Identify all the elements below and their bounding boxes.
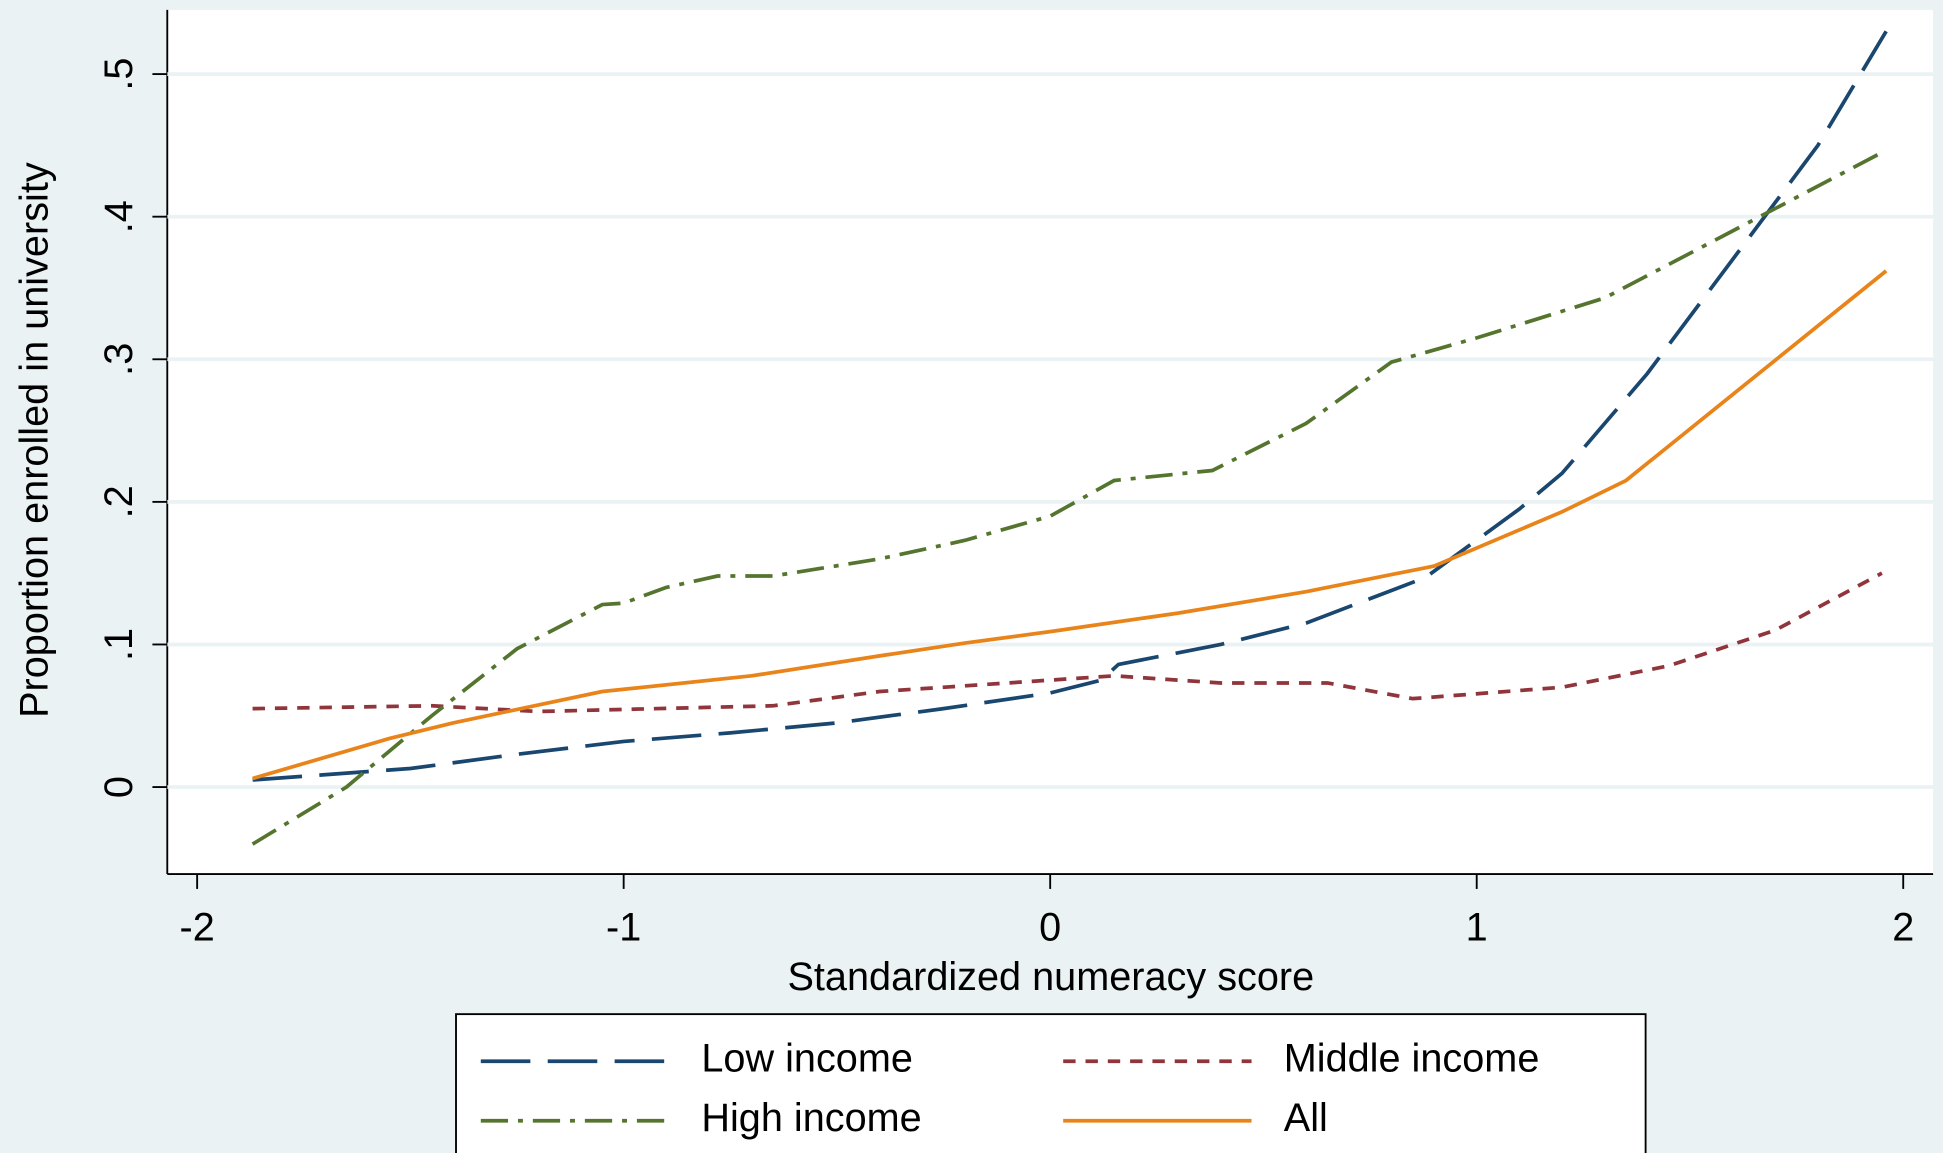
legend-label: All — [1284, 1096, 1328, 1140]
x-tick-label: 2 — [1892, 905, 1914, 949]
x-tick-label: 0 — [1039, 905, 1061, 949]
x-tick-label: -1 — [606, 905, 641, 949]
legend — [455, 1013, 1647, 1153]
legend-label: High income — [701, 1096, 921, 1140]
x-axis-title: Standardized numeracy score — [787, 955, 1314, 999]
y-tick-label: .4 — [97, 200, 141, 233]
x-tick-label: -2 — [180, 905, 215, 949]
y-tick-label: .3 — [97, 343, 141, 376]
series-line — [251, 150, 1883, 846]
plot-area — [167, 9, 1934, 875]
y-tick-label: .2 — [97, 485, 141, 518]
legend-label: Low income — [701, 1037, 913, 1081]
series-line — [252, 269, 1888, 781]
y-tick-label: .5 — [97, 58, 141, 91]
series-line — [252, 30, 1888, 782]
y-tick-label: 0 — [97, 776, 141, 798]
series-line — [252, 571, 1883, 714]
y-tick-label: .1 — [97, 628, 141, 661]
legend-label: Middle income — [1284, 1037, 1540, 1081]
y-axis-title: Proportion enrolled in university — [13, 162, 57, 718]
x-tick-label: 1 — [1466, 905, 1488, 949]
